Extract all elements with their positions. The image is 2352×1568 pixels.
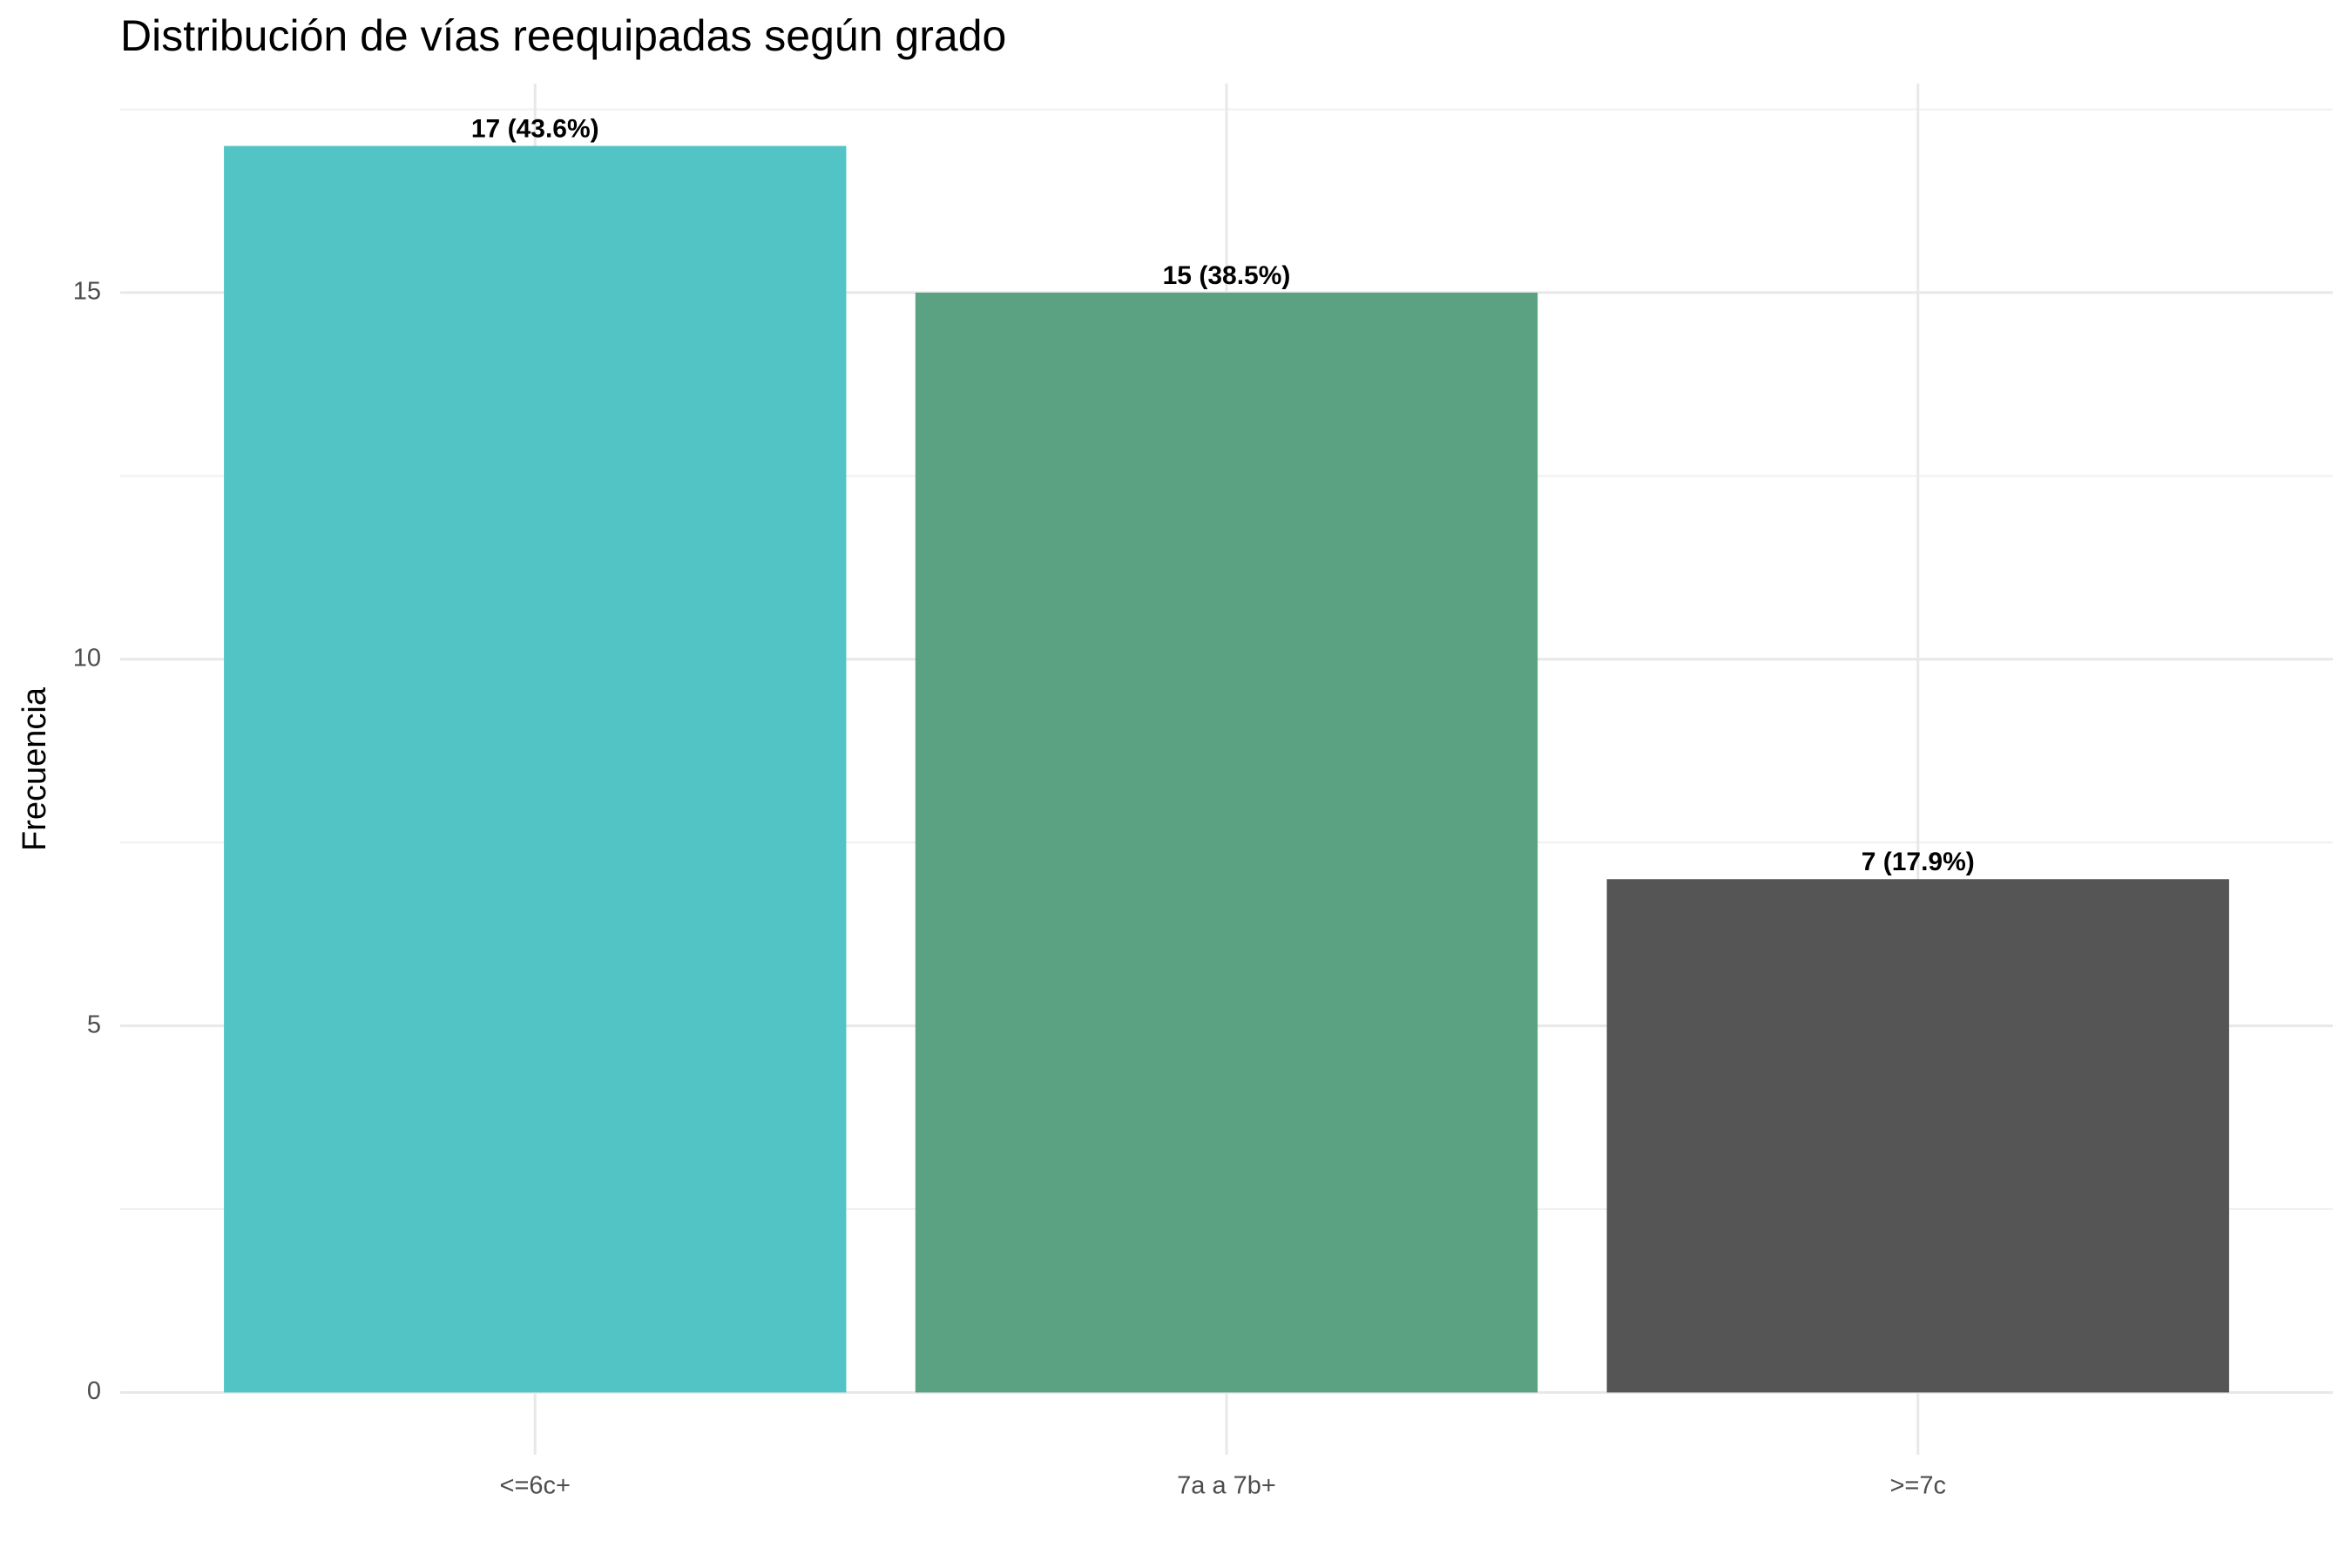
- chart-title: Distribución de vías reequipadas según g…: [120, 11, 1006, 60]
- bar: [224, 145, 847, 1393]
- y-tick-label: 0: [87, 1377, 101, 1405]
- x-tick-label: <=6c+: [500, 1472, 571, 1500]
- value-label: 17 (43.6%): [471, 114, 599, 143]
- value-label: 15 (38.5%): [1163, 261, 1291, 290]
- y-tick-label: 5: [87, 1010, 101, 1038]
- bar: [1606, 879, 2229, 1393]
- y-axis-label: Frecuencia: [17, 686, 53, 851]
- bar: [915, 292, 1538, 1393]
- y-tick-label: 15: [73, 278, 101, 306]
- value-label: 7 (17.9%): [1862, 848, 1975, 876]
- x-tick-label: >=7c: [1890, 1472, 1947, 1500]
- y-tick-label: 10: [73, 644, 101, 672]
- x-tick-label: 7a a 7b+: [1177, 1472, 1276, 1500]
